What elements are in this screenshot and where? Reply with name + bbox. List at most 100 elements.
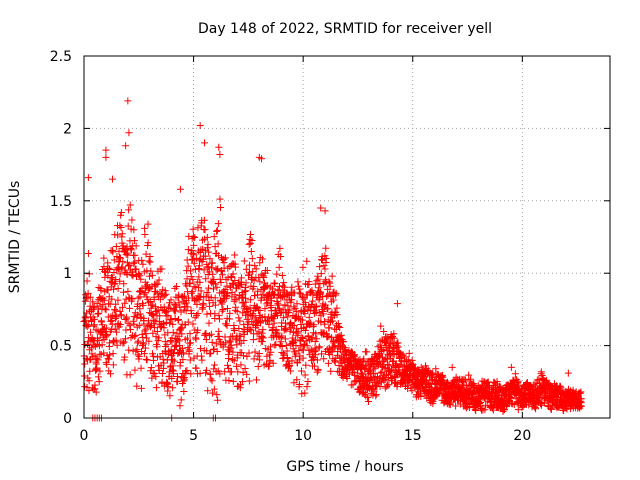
data-point (112, 313, 120, 321)
data-point (514, 406, 522, 414)
data-point (198, 356, 206, 364)
data-point (84, 249, 92, 257)
data-point (294, 278, 302, 286)
data-point (152, 373, 160, 381)
data-point (95, 378, 103, 386)
data-point (452, 402, 460, 410)
data-point (321, 320, 329, 328)
data-point (173, 336, 181, 344)
data-point (164, 387, 172, 395)
data-point (105, 355, 113, 363)
data-point (240, 257, 248, 265)
data-point (227, 283, 235, 291)
data-point (191, 234, 199, 242)
data-point (216, 150, 224, 158)
data-point (168, 374, 176, 382)
data-point (173, 282, 181, 290)
data-point (125, 129, 133, 137)
data-point (209, 285, 217, 293)
data-point (128, 295, 136, 303)
data-point (201, 330, 209, 338)
data-point (359, 373, 367, 381)
data-points (80, 97, 585, 422)
data-point (121, 299, 129, 307)
data-point (109, 361, 117, 369)
data-point (481, 406, 489, 414)
data-point (342, 345, 350, 353)
data-point (394, 343, 402, 351)
data-point (259, 326, 267, 334)
data-point (283, 347, 291, 355)
data-point (104, 286, 112, 294)
data-point (125, 261, 133, 269)
data-point (136, 310, 144, 318)
data-point (298, 367, 306, 375)
data-point (254, 287, 262, 295)
y-tick-label: 2.5 (50, 49, 72, 65)
data-point (231, 276, 239, 284)
data-point (472, 406, 480, 414)
data-point (101, 273, 109, 281)
data-point (313, 356, 321, 364)
data-point (318, 256, 326, 264)
data-point (240, 336, 248, 344)
data-point (293, 376, 301, 384)
data-point (107, 326, 115, 334)
data-point (100, 296, 108, 304)
data-point (277, 334, 285, 342)
data-point (511, 370, 519, 378)
data-point (114, 285, 122, 293)
data-point (197, 345, 205, 353)
data-point (448, 363, 456, 371)
data-point (284, 290, 292, 298)
data-point (405, 349, 413, 357)
data-point (94, 356, 102, 364)
data-point (126, 321, 134, 329)
data-point (90, 322, 98, 330)
data-point (180, 292, 188, 300)
data-point (186, 356, 194, 364)
data-point (225, 377, 233, 385)
data-point (233, 341, 241, 349)
data-point (388, 366, 396, 374)
axis-tick-labels: 0 5 10 15 20 0 0.5 1 1.5 2 2.5 (50, 49, 532, 444)
data-point (213, 391, 221, 399)
data-point (237, 361, 245, 369)
data-point (214, 396, 222, 404)
data-point (333, 304, 341, 312)
data-point (231, 326, 239, 334)
data-point (299, 354, 307, 362)
data-point (142, 250, 150, 258)
data-point (216, 195, 224, 203)
x-tick-label: 0 (80, 428, 89, 444)
data-point (112, 242, 120, 250)
data-point (235, 314, 243, 322)
data-point (139, 301, 147, 309)
data-point (202, 275, 210, 283)
data-point (328, 272, 336, 280)
data-point (113, 341, 121, 349)
data-point (126, 304, 134, 312)
data-point (174, 349, 182, 357)
data-point (116, 254, 124, 261)
data-point (315, 284, 323, 292)
data-point (267, 348, 275, 356)
data-point (218, 298, 226, 306)
data-point (280, 279, 288, 287)
data-point (250, 355, 258, 363)
data-point (313, 277, 321, 285)
data-point (363, 348, 371, 356)
data-point (126, 201, 134, 209)
data-point (81, 360, 89, 368)
data-point (193, 300, 201, 308)
data-point (320, 355, 328, 363)
data-point (87, 328, 95, 336)
data-point (547, 405, 555, 413)
data-point (303, 383, 311, 391)
data-point (302, 361, 310, 369)
x-tick-label: 20 (513, 428, 531, 444)
data-point (122, 326, 130, 334)
data-point (315, 296, 323, 304)
data-point (102, 324, 110, 332)
data-point (256, 356, 264, 364)
